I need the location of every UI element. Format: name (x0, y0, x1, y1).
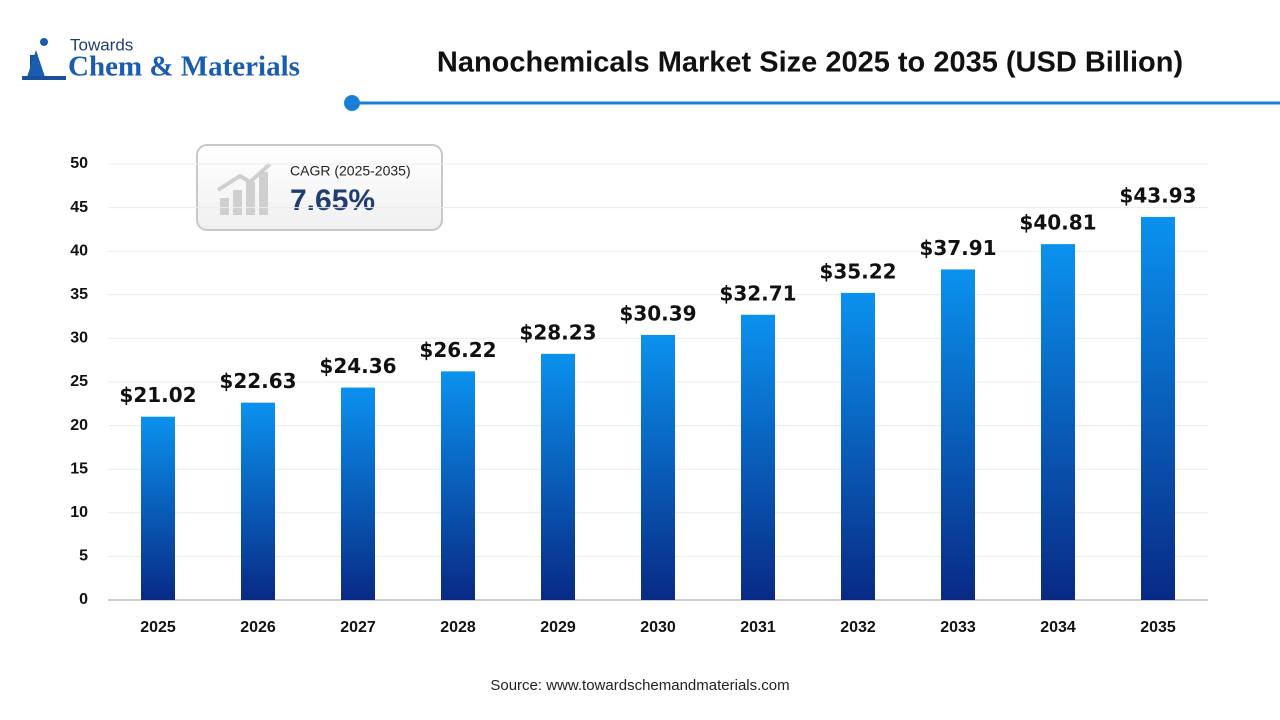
value-label: $26.22 (419, 338, 496, 362)
logo-icon (22, 76, 66, 80)
cagr-icon (220, 198, 229, 215)
cagr-box: CAGR (2025-2035) 7.65% (196, 144, 443, 231)
x-tick-label: 2027 (340, 619, 376, 636)
x-tick-label: 2033 (940, 619, 976, 636)
x-tick-label: 2034 (1040, 619, 1076, 636)
y-tick-label: 35 (70, 286, 88, 303)
value-label: $35.22 (819, 259, 896, 283)
logo-top: Towards (70, 35, 133, 54)
x-tick-label: 2029 (540, 619, 576, 636)
x-tick-label: 2028 (440, 619, 476, 636)
x-tick-label: 2026 (240, 619, 276, 636)
y-tick-label: 30 (70, 330, 88, 347)
value-label: $28.23 (519, 320, 596, 344)
value-label: $32.71 (719, 281, 796, 305)
bar (841, 292, 875, 600)
logo-icon (26, 50, 46, 80)
x-tick-label: 2031 (740, 619, 776, 636)
title-rule-dot (344, 95, 360, 111)
y-tick-label: 40 (70, 242, 88, 259)
bar (941, 269, 975, 600)
y-tick-label: 5 (79, 548, 88, 565)
cagr-icon (246, 182, 255, 215)
bar (141, 416, 175, 600)
bar (1041, 244, 1075, 601)
y-tick-label: 20 (70, 417, 88, 434)
bar (1141, 216, 1175, 600)
bar (541, 353, 575, 600)
value-label: $22.63 (219, 369, 296, 393)
bar (241, 402, 275, 600)
value-label: $21.02 (119, 383, 196, 407)
cagr-value: 7.65% (290, 184, 375, 217)
x-tick-label: 2025 (140, 619, 176, 636)
y-tick-label: 45 (70, 199, 88, 216)
x-tick-label: 2030 (640, 619, 676, 636)
cagr-label: CAGR (2025-2035) (290, 163, 411, 179)
chart-title: Nanochemicals Market Size 2025 to 2035 (… (437, 47, 1183, 79)
logo-icon (40, 38, 48, 46)
bar (641, 334, 675, 600)
bar (741, 314, 775, 600)
bar (341, 387, 375, 600)
x-tick-label: 2035 (1140, 619, 1176, 636)
logo-name: Chem & Materials (68, 51, 300, 83)
y-tick-label: 50 (70, 155, 88, 172)
bar (441, 371, 475, 600)
value-label: $30.39 (619, 301, 696, 325)
cagr-frame (196, 144, 443, 231)
logo: Towards Chem & Materials (22, 35, 300, 83)
cagr-icon (259, 172, 268, 215)
source: Source: www.towardschemandmaterials.com (490, 677, 789, 694)
y-tick-label: 10 (70, 504, 88, 521)
y-tick-label: 0 (79, 591, 88, 608)
value-label: $40.81 (1019, 211, 1096, 235)
cagr-icon (216, 162, 272, 192)
x-tick-label: 2032 (840, 619, 876, 636)
cagr-icon (233, 190, 242, 215)
y-tick-label: 15 (70, 460, 88, 477)
value-label: $24.36 (319, 354, 396, 378)
y-tick-label: 25 (70, 373, 88, 390)
value-label: $37.91 (919, 236, 996, 260)
value-label: $43.93 (1119, 183, 1196, 207)
